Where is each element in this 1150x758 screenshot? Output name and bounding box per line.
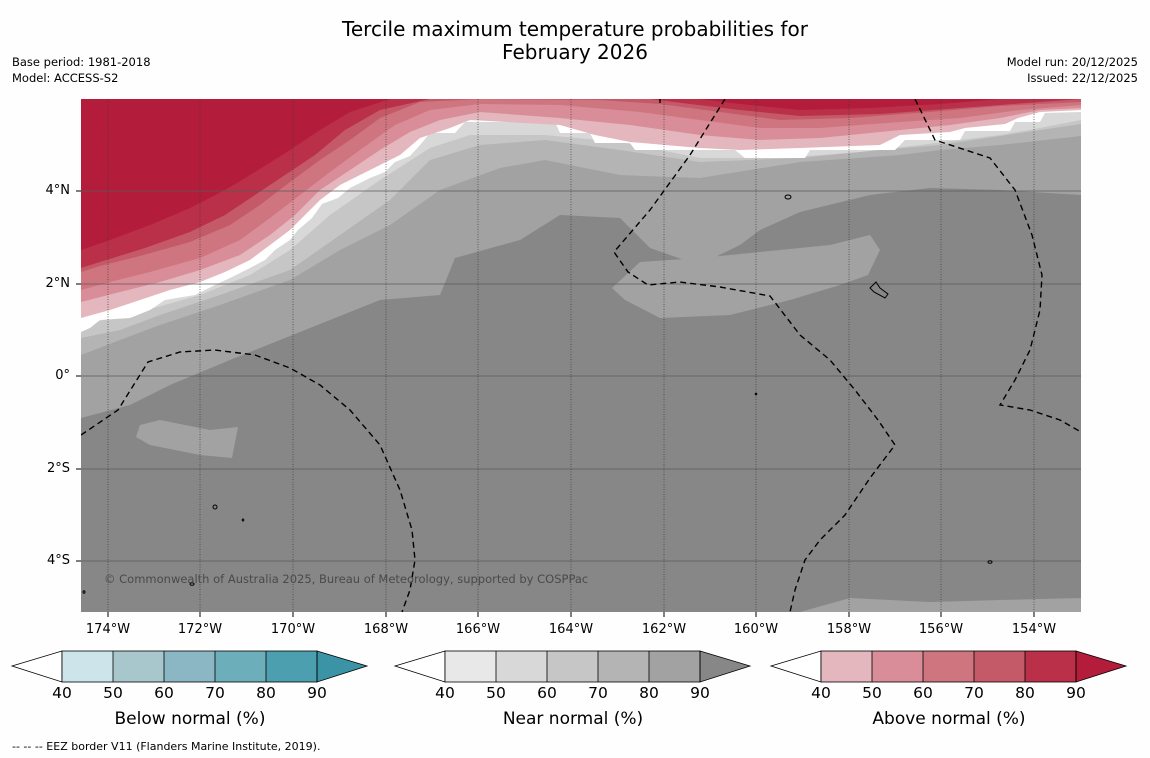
colorbar-above-swatch-80	[1025, 651, 1076, 682]
lon-label-160w: 160°W	[733, 622, 779, 637]
lon-label-164w: 164°W	[548, 622, 594, 637]
island-c	[212, 504, 218, 510]
island-a	[784, 194, 792, 200]
above-normal-90-region	[81, 99, 1000, 250]
colorbar-above-upper-arrow	[1075, 650, 1128, 683]
island-h	[82, 590, 86, 594]
near-normal-80-blob	[612, 235, 880, 318]
model-label: Model: ACCESS-S2	[12, 71, 119, 85]
colorbar-near-swatch-40	[445, 651, 496, 682]
lat-label-4s: 4°S	[46, 553, 70, 568]
map-area	[81, 99, 1081, 612]
lon-label-168w: 168°W	[363, 622, 409, 637]
islands	[82, 194, 993, 594]
colorbar-below	[10, 650, 369, 683]
colorbar-near-title: Near normal (%)	[502, 709, 644, 729]
meta-right: Model run: 20/12/2025 Issued: 22/12/2025	[1007, 54, 1138, 86]
colorbar-near-swatch-80	[649, 651, 700, 682]
colorbar-above-swatch-70	[974, 651, 1025, 682]
map-title: Tercile maximum temperature probabilitie…	[0, 18, 1150, 64]
colorbar-below-title: Below normal (%)	[114, 709, 266, 729]
lat-label-0: 0°	[55, 368, 70, 383]
meridians	[107, 99, 1035, 612]
map-title-line2: February 2026	[502, 40, 648, 64]
lon-label-158w: 158°W	[826, 622, 872, 637]
colorbar-near-lower-arrow	[393, 650, 446, 683]
eez-border-central	[613, 99, 896, 612]
copyright-notice: © Commonwealth of Australia 2025, Bureau…	[104, 572, 589, 586]
lon-label-166w: 166°W	[455, 622, 501, 637]
eez-border-west	[81, 349, 416, 612]
lat-label-2s: 2°S	[46, 461, 70, 476]
colorbar-above-tick-40: 40	[811, 684, 831, 702]
colorbar-near-tick-60: 60	[537, 684, 557, 702]
colorbar-below-swatch-80	[266, 651, 317, 682]
colorbar-above-tick-80: 80	[1015, 684, 1035, 702]
lon-label-174w: 174°W	[85, 622, 131, 637]
colorbar-above-title: Above normal (%)	[872, 709, 1026, 729]
map-title-line1: Tercile maximum temperature probabilitie…	[342, 17, 808, 41]
colorbar-below-lower-arrow	[10, 650, 63, 683]
eez-borders	[81, 99, 1081, 612]
colorbar-above-tick-70: 70	[964, 684, 984, 702]
colorbar-near-swatch-50	[496, 651, 547, 682]
issued-label: Issued: 22/12/2025	[1027, 71, 1138, 85]
colorbar-above-lower-arrow	[769, 650, 822, 683]
colorbar-near-tick-80: 80	[639, 684, 659, 702]
colorbar-near-tick-70: 70	[588, 684, 608, 702]
colorbar-below-swatch-40	[62, 651, 113, 682]
above-normal-70-region	[81, 99, 1081, 272]
island-g	[754, 392, 758, 396]
lon-label-156w: 156°W	[918, 622, 964, 637]
colorbar-near-tick-50: 50	[486, 684, 506, 702]
colorbar-below-tick-70: 70	[205, 684, 225, 702]
colorbar-near-swatch-60	[547, 651, 598, 682]
colorbar-above-swatch-60	[923, 651, 974, 682]
colorbar-above-tick-60: 60	[913, 684, 933, 702]
base-period-label: Base period: 1981-2018	[12, 55, 151, 69]
colorbar-above-tick-90: 90	[1066, 684, 1086, 702]
colorbar-above-tick-50: 50	[862, 684, 882, 702]
lon-label-170w: 170°W	[270, 622, 316, 637]
colorbar-above-swatch-40	[821, 651, 872, 682]
near-normal-80-se-strip	[800, 598, 1081, 612]
lon-label-162w: 162°W	[641, 622, 687, 637]
above-normal-80-region	[81, 99, 1081, 268]
lat-label-2n: 2°N	[45, 276, 71, 291]
eez-border-east	[914, 99, 1081, 433]
colorbar-near	[393, 650, 752, 683]
colorbar-near-swatch-70	[598, 651, 649, 682]
colorbar-above-swatch-50	[872, 651, 923, 682]
meta-left: Base period: 1981-2018 Model: ACCESS-S2	[12, 54, 151, 86]
island-d	[241, 518, 245, 522]
lon-label-172w: 172°W	[177, 622, 223, 637]
near-normal-80-sw-blob	[136, 420, 238, 458]
graticule	[81, 190, 1081, 562]
colorbar-below-swatch-70	[215, 651, 266, 682]
model-run-label: Model run: 20/12/2025	[1006, 55, 1138, 69]
colorbar-below-tick-90: 90	[307, 684, 327, 702]
axis-ticks	[76, 190, 1035, 617]
colorbar-near-upper-arrow	[699, 650, 752, 683]
colorbar-below-upper-arrow	[316, 650, 369, 683]
colorbar-below-tick-60: 60	[154, 684, 174, 702]
eez-footnote: -- -- -- EEZ border V11 (Flanders Marine…	[12, 740, 321, 753]
colorbar-below-tick-50: 50	[103, 684, 123, 702]
colorbar-near-tick-90: 90	[690, 684, 710, 702]
colorbar-below-swatch-50	[113, 651, 164, 682]
island-f	[987, 560, 993, 564]
colorbar-below-swatch-60	[164, 651, 215, 682]
colorbar-below-tick-80: 80	[256, 684, 276, 702]
colorbar-near-tick-40: 40	[435, 684, 455, 702]
lat-label-4n: 4°N	[45, 183, 71, 198]
colorbar-above	[769, 650, 1128, 683]
lon-label-154w: 154°W	[1011, 622, 1057, 637]
colorbar-below-tick-40: 40	[52, 684, 72, 702]
island-e	[189, 582, 195, 586]
island-b	[869, 281, 889, 299]
